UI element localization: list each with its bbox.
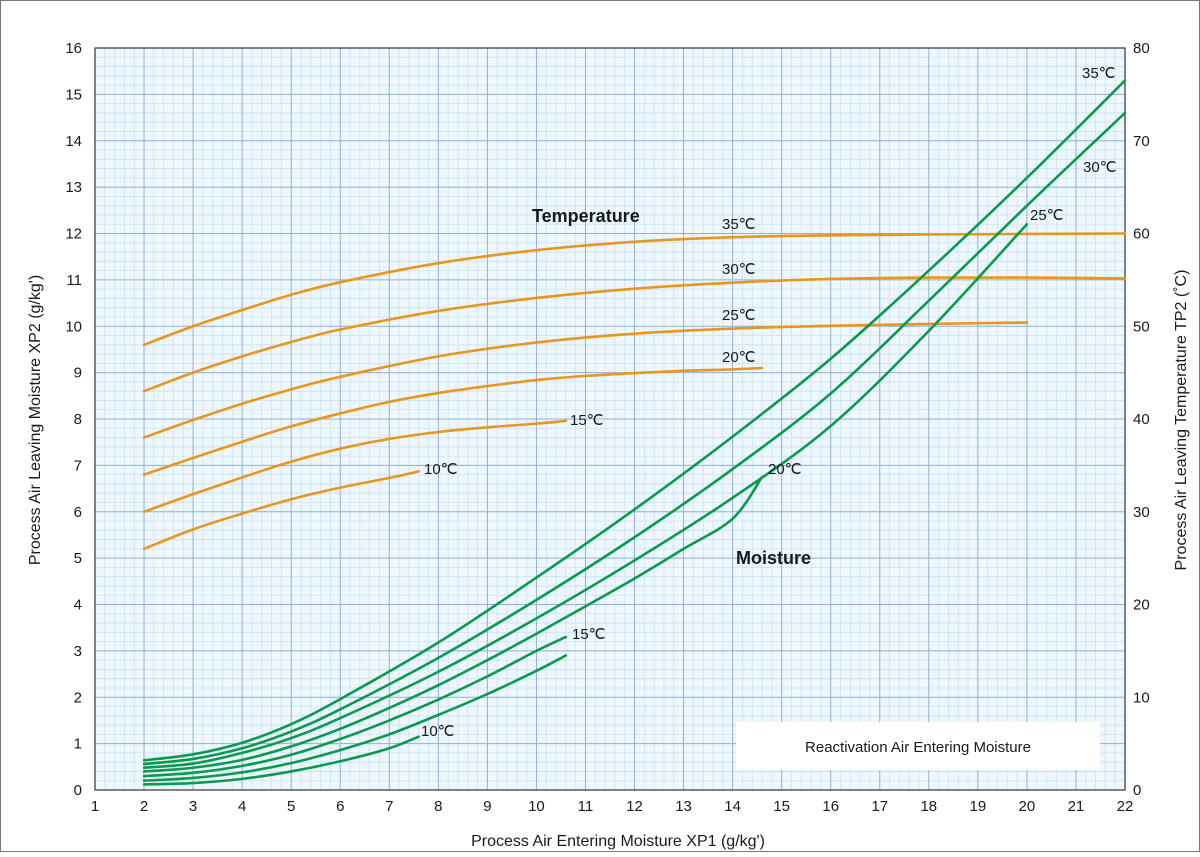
y-right-tick-label: 30 [1133,504,1150,521]
moisture-series-label: 30℃ [1083,159,1117,176]
temperature-series-line [142,470,421,551]
moisture-series-label: 15℃ [572,626,606,643]
series-labels: 10℃ 15℃ 20℃ 25℃ 30℃ 35℃ 10℃ 15℃ 20℃ 25℃ 30℃ 35℃ [421,65,1117,740]
y-right-tick-label: 40 [1133,411,1150,428]
moisture-series-group [142,79,1127,786]
y-left-tick-label: 14 [65,133,82,150]
moisture-group-label: Moisture [736,548,811,568]
y-left-tick-label: 13 [65,179,82,196]
x-tick-label: 3 [189,798,197,815]
x-tick-label: 22 [1117,798,1134,815]
y-left-tick-label: 11 [66,272,82,289]
y-left-tick-label: 5 [74,550,82,567]
moisture-series-line [142,222,1029,770]
temperature-series-label: 10℃ [424,461,458,478]
y-right-axis-ticks: 0 10 20 30 40 50 60 70 80 [1133,40,1150,799]
temperature-series-line [142,276,1127,393]
x-tick-label: 13 [675,798,692,815]
x-tick-label: 14 [724,798,741,815]
temperature-series-label: 25℃ [722,307,756,324]
temperature-series-line [142,321,1029,439]
x-tick-label: 6 [336,798,344,815]
temperature-series-line [142,232,1127,347]
legend-box-text: Reactivation Air Entering Moisture [805,739,1031,756]
x-tick-label: 2 [140,798,148,815]
y-right-tick-label: 50 [1133,318,1150,335]
moisture-series-line [142,654,568,783]
y-right-tick-label: 80 [1133,40,1150,57]
x-tick-label: 17 [871,798,888,815]
moisture-series-line [142,79,1127,762]
moisture-series-line [142,111,1127,766]
y-right-tick-label: 0 [1133,782,1141,799]
x-tick-label: 9 [483,798,491,815]
y-left-tick-label: 16 [65,40,82,57]
temperature-series-line [142,366,764,476]
y-left-tick-label: 12 [65,226,82,243]
y-left-tick-label: 1 [74,736,82,753]
x-tick-label: 10 [528,798,545,815]
y-right-axis-title: Process Air Leaving Temperature TP2 (˚C) [1173,270,1190,571]
x-tick-label: 4 [238,798,246,815]
x-tick-label: 12 [626,798,643,815]
temperature-series-label: 35℃ [722,216,756,233]
x-tick-label: 8 [434,798,442,815]
y-left-tick-label: 8 [74,411,82,428]
moisture-series-label: 10℃ [421,723,455,740]
moisture-series-label: 20℃ [768,461,802,478]
y-left-tick-label: 0 [74,782,82,799]
moisture-series-label: 35℃ [1082,65,1116,82]
x-axis-title: Process Air Entering Moisture XP1 (g/kg'… [471,833,765,850]
x-axis-ticks: 1 2 3 4 5 6 7 8 9 10 11 12 13 14 15 16 17 18 19 20 21 22 [91,798,1134,815]
y-right-tick-label: 70 [1133,133,1150,150]
plot-frame [94,47,1126,791]
x-tick-label: 18 [920,798,937,815]
y-right-tick-label: 60 [1133,226,1150,243]
temperature-series-group [142,232,1127,551]
moisture-series-line [142,635,568,778]
moisture-series-line [142,475,764,773]
temperature-series-label: 15℃ [570,412,604,429]
x-tick-label: 15 [773,798,790,815]
y-left-axis-title: Process Air Leaving Moisture XP2 (g/kg') [27,275,44,565]
x-tick-label: 19 [970,798,987,815]
moisture-series-line [142,735,421,786]
y-right-tick-label: 20 [1133,597,1150,614]
temperature-series-label: 30℃ [722,261,756,278]
x-tick-label: 1 [91,798,99,815]
x-tick-label: 21 [1068,798,1085,815]
y-left-tick-label: 10 [65,318,82,335]
temperature-series-label: 20℃ [722,349,756,366]
x-tick-label: 7 [385,798,393,815]
x-tick-label: 5 [287,798,295,815]
y-left-tick-label: 6 [74,504,82,521]
x-tick-label: 11 [578,798,594,815]
temperature-group-label: Temperature [532,206,640,226]
x-tick-label: 20 [1019,798,1036,815]
y-left-tick-label: 3 [74,643,82,660]
y-left-tick-label: 2 [74,689,82,706]
y-left-tick-label: 4 [74,597,82,614]
x-tick-label: 16 [822,798,839,815]
y-right-tick-label: 10 [1133,689,1150,706]
y-left-tick-label: 15 [65,86,82,103]
y-left-tick-label: 9 [74,365,82,382]
legend-box [736,722,1100,770]
moisture-series-label: 25℃ [1030,207,1064,224]
temperature-series-line [142,419,568,514]
y-left-tick-label: 7 [74,457,82,474]
